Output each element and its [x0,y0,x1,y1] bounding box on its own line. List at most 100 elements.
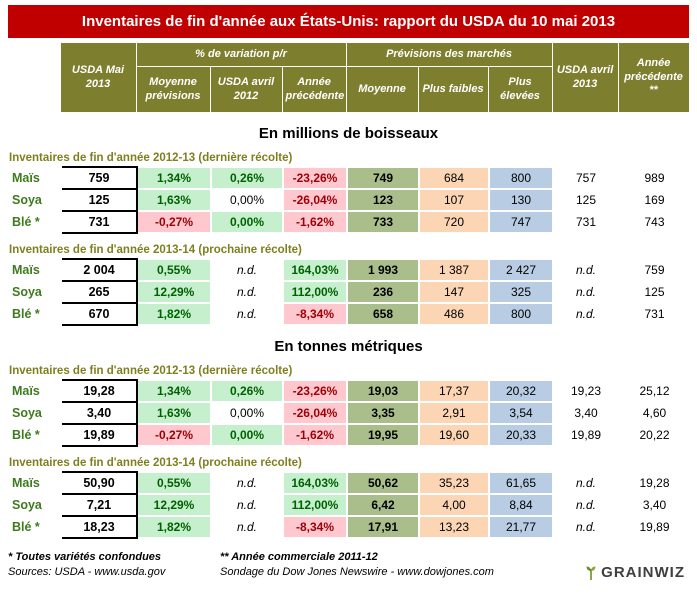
group-subtitle-2013-14-boisseaux: Inventaires de fin d'année 2013-14 (proc… [9,244,302,256]
row-label: Maïs [8,166,62,190]
cell-plain: 4,60 [618,401,691,425]
cell-nd: n.d. [210,258,284,282]
footnote-varietes: * Toutes variétés confondues [8,551,162,563]
cell-sage: 1 993 [346,258,420,282]
cell-sage: 749 [346,166,420,190]
cell-green: 0,00% [210,210,284,234]
col-header-annee-precedente-variation: Année précédente [281,66,347,113]
row-label: Blé * [8,210,62,234]
data-table-2012-13-tonnes: Maïs 19,28 1,34% 0,26% -23,26% 19,03 17,37 20,3… [8,379,691,447]
cell-plain: 731 [552,210,620,234]
cell-box: 7,21 [60,493,138,517]
cell-blue: 20,33 [488,423,554,447]
cell-blue: 325 [488,280,554,304]
cell-sage: 123 [346,188,420,212]
table-row: Soya 265 12,29% n.d. 112,00% 236 147 325 n.d. 125 [8,280,691,304]
col-header-usda-avril-2013: USDA avril 2013 [551,42,619,113]
row-label: Blé * [8,302,62,326]
cell-peach: 13,23 [418,515,490,539]
cell-green: 1,63% [136,401,212,425]
col-header-moyenne-previsions: Moyenne prévisions [135,66,211,113]
table-row: Blé * 19,89 -0,27% 0,00% -1,62% 19,95 19,60 20,… [8,423,691,447]
row-label: Blé * [8,515,62,539]
cell-plain: 125 [552,188,620,212]
cell-green: 0,26% [210,166,284,190]
cell-green: 0,55% [136,258,212,282]
cell-nd: n.d. [210,493,284,517]
cell-blue: 2 427 [488,258,554,282]
cell-peach: 1 387 [418,258,490,282]
report-title: Inventaires de fin d'année aux États-Uni… [8,5,689,38]
cell-peach: 2,91 [418,401,490,425]
table-row: Blé * 670 1,82% n.d. -8,34% 658 486 800 n.d. 731 [8,302,691,326]
cell-blue: 800 [488,302,554,326]
section-heading-boisseaux: En millions de boisseaux [258,125,439,142]
cell-sage: 6,42 [346,493,420,517]
cell-plain: 19,28 [618,471,691,495]
cell-blue: 130 [488,188,554,212]
cell-nd: n.d. [210,515,284,539]
cell-nd: n.d. [552,515,620,539]
col-header-plus-faibles: Plus faibles [417,66,489,113]
table-row: Maïs 2 004 0,55% n.d. 164,03% 1 993 1 387 2 427… [8,258,691,282]
row-label: Soya [8,493,62,517]
cell-nd: n.d. [210,280,284,304]
cell-box: 125 [60,188,138,212]
cell-box: 50,90 [60,471,138,495]
cell-green: 164,03% [282,258,348,282]
cell-pink: -0,27% [136,210,212,234]
group-subtitle-2012-13-tonnes: Inventaires de fin d'année 2012-13 (dern… [9,365,293,377]
cell-plain: 169 [618,188,691,212]
footer: * Toutes variétés confondues ** Année co… [8,551,689,581]
cell-nd: n.d. [210,302,284,326]
cell-green: 1,63% [136,188,212,212]
cell-peach: 147 [418,280,490,304]
data-table-2013-14-tonnes: Maïs 50,90 0,55% n.d. 164,03% 50,62 35,23 61,65… [8,471,691,539]
row-label: Blé * [8,423,62,447]
cell-sage: 658 [346,302,420,326]
cell-green: 12,29% [136,280,212,304]
cell-plain: 125 [618,280,691,304]
col-header-usda-avril-2012: USDA avril 2012 [209,66,283,113]
col-header-annee-precedente: Année précédente ** [617,42,690,113]
cell-peach: 4,00 [418,493,490,517]
header-table: USDA Mai 2013 % de variation p/r Prévisi… [8,42,690,113]
cell-blue: 21,77 [488,515,554,539]
table-row: Soya 3,40 1,63% 0,00% -26,04% 3,35 2,91 3,54 3,4… [8,401,691,425]
cell-peach: 684 [418,166,490,190]
table-row: Maïs 759 1,34% 0,26% -23,26% 749 684 800 757 989 [8,166,691,190]
cell-green: 0,26% [210,379,284,403]
cell-sage: 17,91 [346,515,420,539]
cell-plain: 20,22 [618,423,691,447]
col-group-previsions-marches: Prévisions des marchés [345,42,553,67]
cell-nd: n.d. [210,471,284,495]
row-label: Maïs [8,379,62,403]
footnotes: * Toutes variétés confondues ** Année co… [8,551,584,581]
cell-sage: 19,95 [346,423,420,447]
cell-pink: -8,34% [282,515,348,539]
col-header-usda-mai-2013: USDA Mai 2013 [59,42,137,113]
cell-plain: 3,40 [552,401,620,425]
cell-nd: n.d. [552,280,620,304]
cell-plain: 3,40 [618,493,691,517]
cell-green: 12,29% [136,493,212,517]
cell-pink: -26,04% [282,188,348,212]
col-header-moyenne-marche: Moyenne [345,66,419,113]
cell-nd: n.d. [552,258,620,282]
wheat-icon [586,566,596,580]
section-heading-tonnes: En tonnes métriques [274,338,423,355]
cell-pink: -26,04% [282,401,348,425]
cell-plain: 19,23 [552,379,620,403]
header-blank-cell [8,42,60,113]
table-row: Soya 7,21 12,29% n.d. 112,00% 6,42 4,00 8,84 n.d… [8,493,691,517]
cell-pink: -23,26% [282,166,348,190]
cell-plain: 0,00% [210,401,284,425]
cell-green: 164,03% [282,471,348,495]
cell-box: 19,89 [60,423,138,447]
table-row: Blé * 18,23 1,82% n.d. -8,34% 17,91 13,23 21,77… [8,515,691,539]
cell-plain: 759 [618,258,691,282]
cell-plain: 757 [552,166,620,190]
cell-box: 265 [60,280,138,304]
table-row: Maïs 50,90 0,55% n.d. 164,03% 50,62 35,23 61,65… [8,471,691,495]
